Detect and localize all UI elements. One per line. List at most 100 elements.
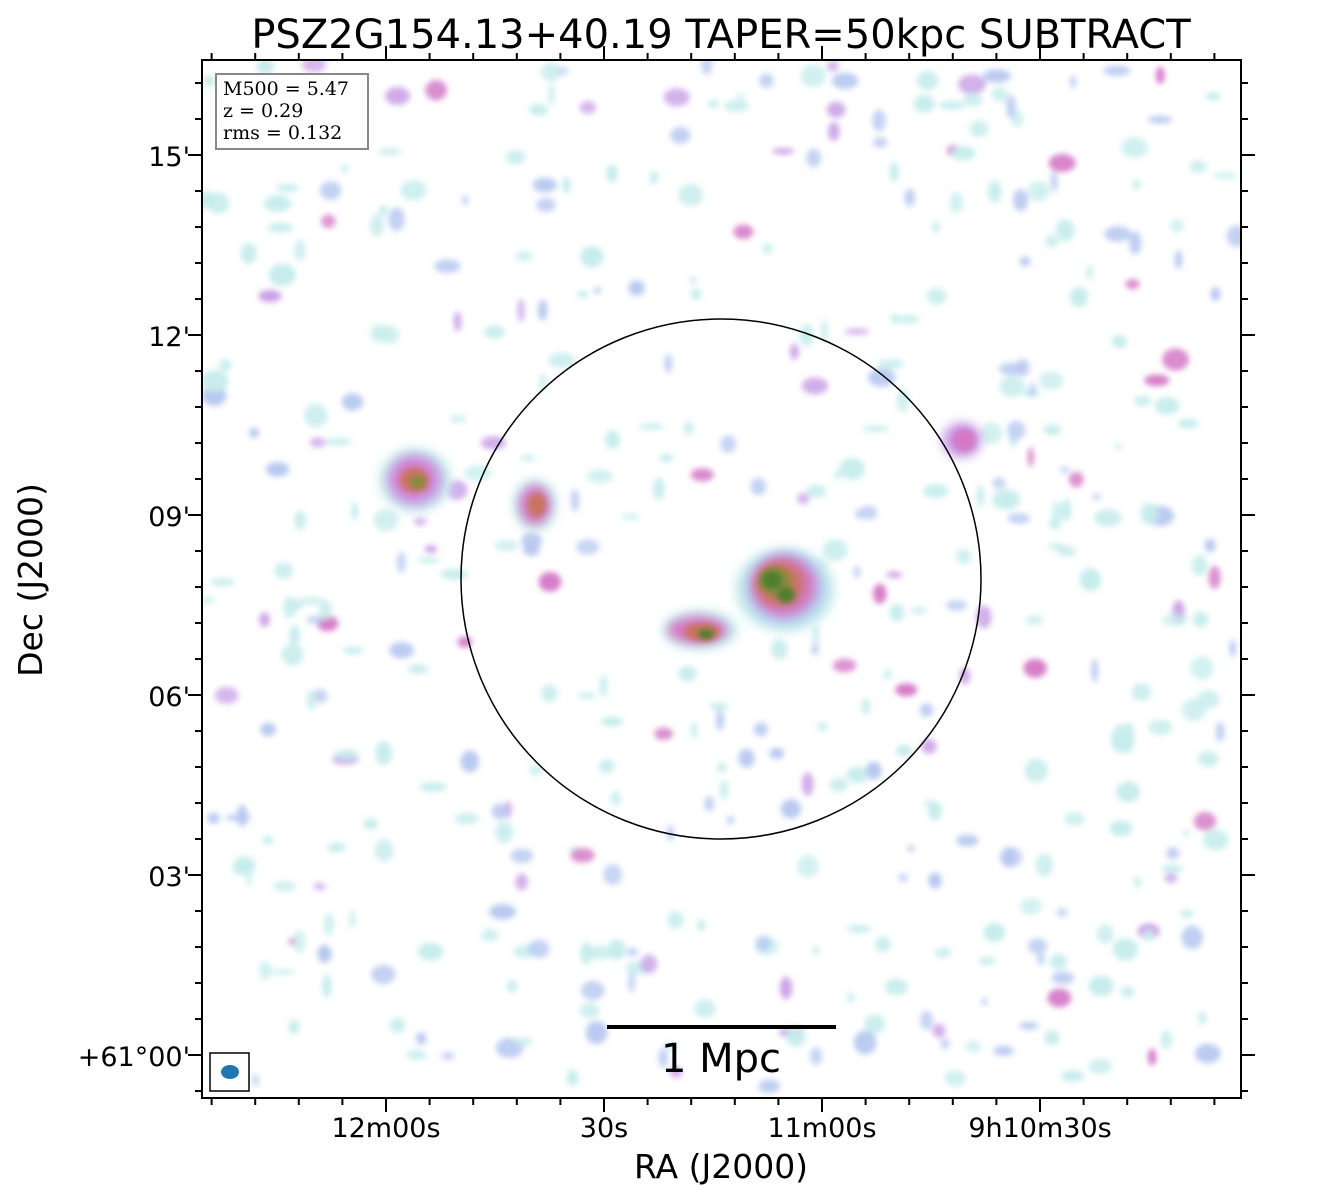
noise-blob	[772, 148, 795, 155]
noise-blob	[1056, 219, 1075, 242]
scale-bar-label: 1 Mpc	[661, 1036, 781, 1082]
noise-blob	[453, 311, 462, 332]
noise-blob	[342, 646, 364, 655]
noise-blob	[576, 539, 600, 555]
noise-blob	[981, 998, 988, 1006]
noise-blob	[965, 1040, 982, 1053]
noise-blob	[494, 540, 520, 552]
noise-blob	[1210, 287, 1221, 302]
noise-blob	[1154, 397, 1180, 415]
noise-blob	[662, 1042, 678, 1050]
noise-blob	[846, 766, 868, 783]
noise-blob	[1027, 447, 1034, 467]
noise-blob	[317, 944, 332, 963]
noise-blob	[1144, 374, 1170, 387]
noise-blob	[755, 935, 772, 952]
noise-blob	[877, 359, 905, 370]
noise-blob	[638, 423, 664, 430]
noise-blob	[283, 596, 297, 619]
noise-blob	[932, 1023, 946, 1038]
noise-blob	[1024, 758, 1048, 783]
y-tick-label: 06'	[148, 682, 190, 713]
noise-blob	[806, 484, 827, 498]
noise-blob	[1213, 172, 1238, 180]
plot-area: M500 = 5.47 z = 0.29 rms = 0.132 1 Mpc	[201, 59, 1242, 1099]
noise-blob	[225, 814, 252, 821]
noise-blob	[1133, 395, 1152, 407]
noise-blob	[313, 882, 326, 891]
noise-blob	[1132, 179, 1141, 190]
y-tick-label: 12'	[148, 322, 190, 353]
noise-blob	[532, 177, 557, 193]
noise-blob	[529, 764, 544, 776]
x-tick-label: 11m00s	[767, 1113, 876, 1144]
noise-blob	[1148, 720, 1173, 735]
noise-blob	[920, 1010, 934, 1030]
noise-blob	[218, 359, 232, 371]
noise-blob	[897, 315, 920, 324]
noise-blob	[913, 94, 935, 113]
noise-blob	[370, 324, 391, 343]
noise-blob	[1044, 1030, 1060, 1046]
noise-blob	[816, 721, 828, 732]
noise-blob	[667, 824, 674, 842]
noise-blob	[309, 437, 327, 448]
noise-blob	[910, 606, 928, 615]
noise-blob	[407, 664, 429, 674]
noise-blob	[570, 489, 580, 512]
noise-blob	[1205, 91, 1221, 101]
noise-blob	[454, 813, 479, 825]
noise-blob	[844, 328, 870, 335]
noise-blob	[1061, 498, 1072, 522]
noise-blob	[1043, 424, 1062, 436]
noise-blob	[538, 572, 562, 592]
noise-blob	[861, 698, 870, 715]
noise-blob	[812, 623, 820, 647]
noise-blob	[323, 912, 335, 936]
noise-blob	[826, 101, 846, 118]
noise-blob	[440, 568, 468, 580]
noise-blob	[425, 80, 448, 101]
noise-blob	[341, 164, 349, 173]
noise-blob	[889, 603, 905, 622]
noise-blob	[268, 263, 296, 287]
noise-blob	[1143, 929, 1155, 942]
noise-blob	[1027, 181, 1050, 201]
noise-blob	[658, 1048, 668, 1068]
noise-blob	[940, 1038, 950, 1050]
noise-blob	[993, 1045, 1014, 1056]
noise-blob	[811, 644, 819, 656]
noise-blob	[598, 759, 615, 773]
noise-blob	[627, 971, 636, 993]
noise-blob	[303, 403, 328, 428]
noise-blob	[896, 389, 909, 413]
noise-blob	[1208, 565, 1221, 590]
noise-blob	[389, 1017, 406, 1033]
noise-blob	[419, 782, 447, 792]
noise-blob	[719, 779, 729, 801]
noise-blob	[904, 188, 915, 207]
info-rms: rms = 0.132	[223, 122, 342, 144]
noise-blob	[1088, 975, 1114, 997]
noise-blob	[1068, 471, 1084, 488]
noise-blob	[1180, 910, 1194, 918]
noise-blob	[270, 969, 296, 976]
noise-blob	[1202, 829, 1229, 851]
noise-blob	[759, 73, 774, 88]
noise-blob	[872, 109, 886, 132]
noise-blob	[1038, 371, 1064, 391]
noise-blob	[252, 1074, 259, 1087]
noise-blob	[301, 60, 327, 73]
noise-blob	[1229, 639, 1236, 658]
noise-blob	[839, 457, 865, 480]
noise-blob	[983, 69, 1011, 83]
noise-blob	[434, 259, 461, 273]
noise-blob	[579, 101, 597, 114]
noise-blob	[1051, 501, 1063, 524]
noise-blob	[1047, 988, 1072, 1008]
noise-blob	[351, 502, 359, 521]
noise-blob	[626, 947, 639, 957]
noise-blob	[832, 658, 857, 673]
noise-blob	[801, 772, 814, 796]
noise-blob	[678, 183, 703, 207]
